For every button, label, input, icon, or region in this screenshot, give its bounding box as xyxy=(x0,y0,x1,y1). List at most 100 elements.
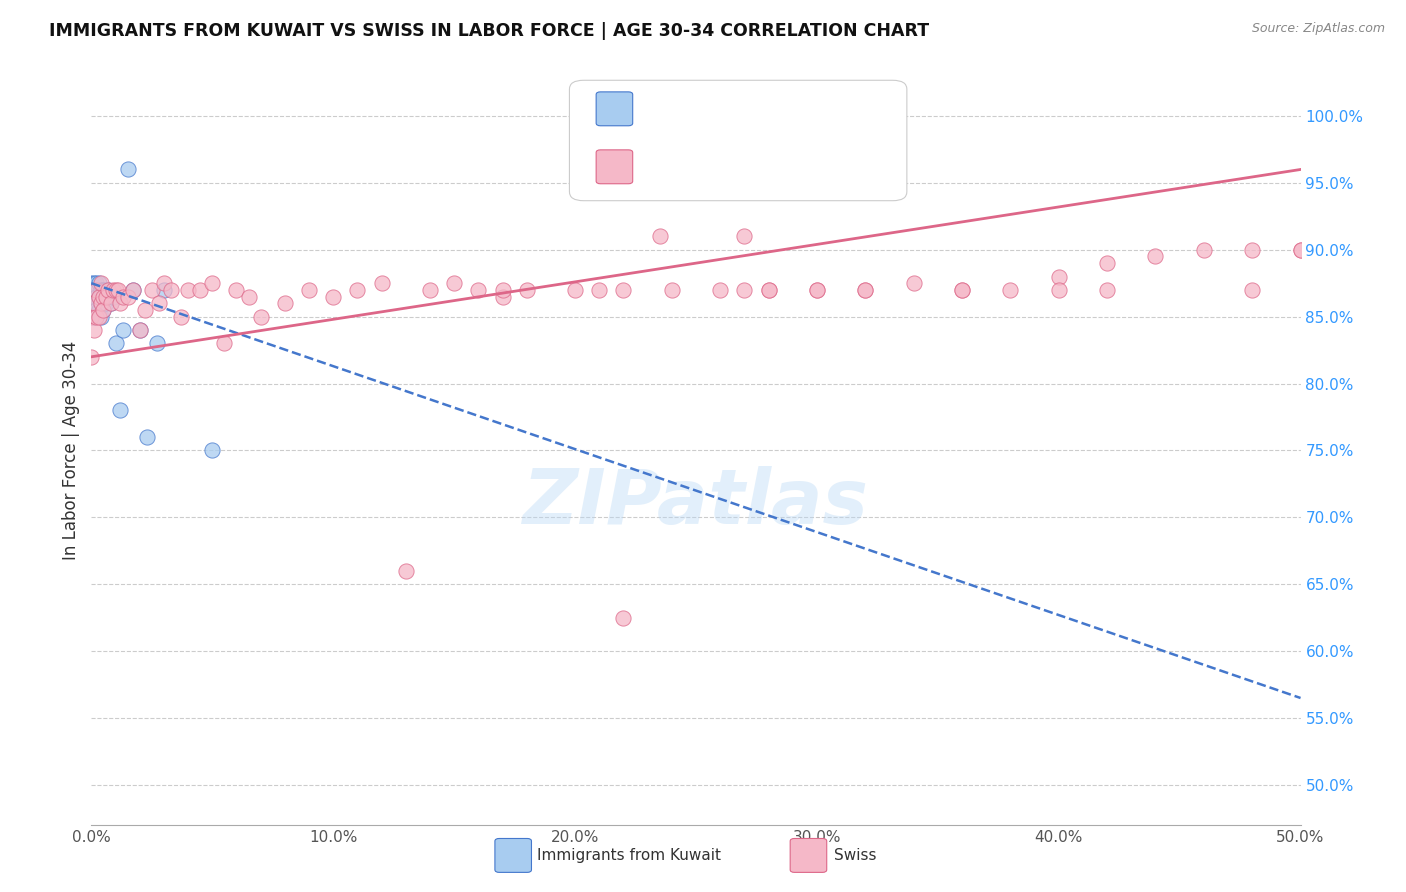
Point xyxy=(83,283,105,297)
Point xyxy=(101,290,124,304)
Point xyxy=(83,310,105,324)
Point xyxy=(153,277,176,291)
Point xyxy=(80,283,103,297)
Point xyxy=(238,290,260,304)
Point xyxy=(117,162,139,177)
Point xyxy=(201,443,224,458)
Point xyxy=(1192,243,1215,257)
Point xyxy=(1241,243,1264,257)
Point xyxy=(853,283,876,297)
Point xyxy=(110,296,132,310)
Point xyxy=(612,611,634,625)
Point xyxy=(100,296,122,310)
Point xyxy=(97,283,120,297)
Text: Source: ZipAtlas.com: Source: ZipAtlas.com xyxy=(1251,22,1385,36)
Point xyxy=(84,277,107,291)
Point xyxy=(134,303,156,318)
Point xyxy=(1047,269,1070,284)
Point xyxy=(111,290,134,304)
Point xyxy=(90,296,112,310)
Point xyxy=(443,277,465,291)
Point xyxy=(1144,250,1167,264)
Point xyxy=(758,283,780,297)
Point xyxy=(80,350,103,364)
Point xyxy=(188,283,211,297)
Point xyxy=(177,283,200,297)
Text: 65: 65 xyxy=(793,157,818,177)
Point xyxy=(93,303,115,318)
Point xyxy=(564,283,586,297)
Point xyxy=(648,229,671,244)
Point xyxy=(322,290,344,304)
Point xyxy=(80,290,103,304)
Point xyxy=(516,283,538,297)
Point xyxy=(214,336,236,351)
Point xyxy=(491,290,513,304)
Text: R =: R = xyxy=(640,157,681,177)
Point xyxy=(104,283,127,297)
Point xyxy=(612,283,634,297)
Y-axis label: In Labor Force | Age 30-34: In Labor Force | Age 30-34 xyxy=(62,341,80,560)
Point xyxy=(84,290,107,304)
Point xyxy=(170,310,193,324)
Point xyxy=(94,290,117,304)
Point xyxy=(84,310,107,324)
Point xyxy=(1047,283,1070,297)
Point xyxy=(87,310,110,324)
Point xyxy=(84,283,107,297)
Point xyxy=(104,336,127,351)
Point xyxy=(950,283,973,297)
Text: -0.175: -0.175 xyxy=(678,99,744,119)
Point xyxy=(128,323,150,337)
Text: N =: N = xyxy=(755,157,797,177)
Point xyxy=(274,296,297,310)
Point xyxy=(225,283,247,297)
Point xyxy=(87,277,110,291)
Point xyxy=(1289,243,1312,257)
Point xyxy=(87,290,110,304)
Point xyxy=(395,564,418,578)
Point xyxy=(87,290,110,304)
Point xyxy=(93,283,115,297)
Point xyxy=(101,283,124,297)
Point xyxy=(806,283,828,297)
Point xyxy=(1289,243,1312,257)
Point xyxy=(1095,283,1118,297)
Point xyxy=(84,303,107,318)
Text: Immigrants from Kuwait: Immigrants from Kuwait xyxy=(537,848,721,863)
Point xyxy=(160,283,183,297)
Point xyxy=(733,229,755,244)
Point xyxy=(136,430,159,444)
Point xyxy=(588,283,610,297)
Point xyxy=(94,283,117,297)
Point xyxy=(298,283,321,297)
Point xyxy=(83,290,105,304)
Point xyxy=(110,403,132,417)
Point xyxy=(83,296,105,310)
Text: 37: 37 xyxy=(793,99,820,119)
Point xyxy=(90,296,112,310)
Point xyxy=(93,303,115,318)
Point xyxy=(80,277,103,291)
Point xyxy=(87,303,110,318)
Point xyxy=(97,283,120,297)
Point xyxy=(90,310,112,324)
Point xyxy=(346,283,368,297)
Point xyxy=(153,283,176,297)
Point xyxy=(83,303,105,318)
Text: R =: R = xyxy=(640,99,681,119)
Point xyxy=(467,283,489,297)
Point xyxy=(950,283,973,297)
Point xyxy=(90,277,112,291)
Point xyxy=(128,323,150,337)
Point xyxy=(83,323,105,337)
Point xyxy=(1000,283,1022,297)
Point xyxy=(903,277,925,291)
Point xyxy=(100,296,122,310)
Point xyxy=(249,310,271,324)
Text: Swiss: Swiss xyxy=(834,848,876,863)
Point xyxy=(709,283,731,297)
Text: N =: N = xyxy=(755,99,797,119)
Point xyxy=(806,283,828,297)
Point xyxy=(84,283,107,297)
